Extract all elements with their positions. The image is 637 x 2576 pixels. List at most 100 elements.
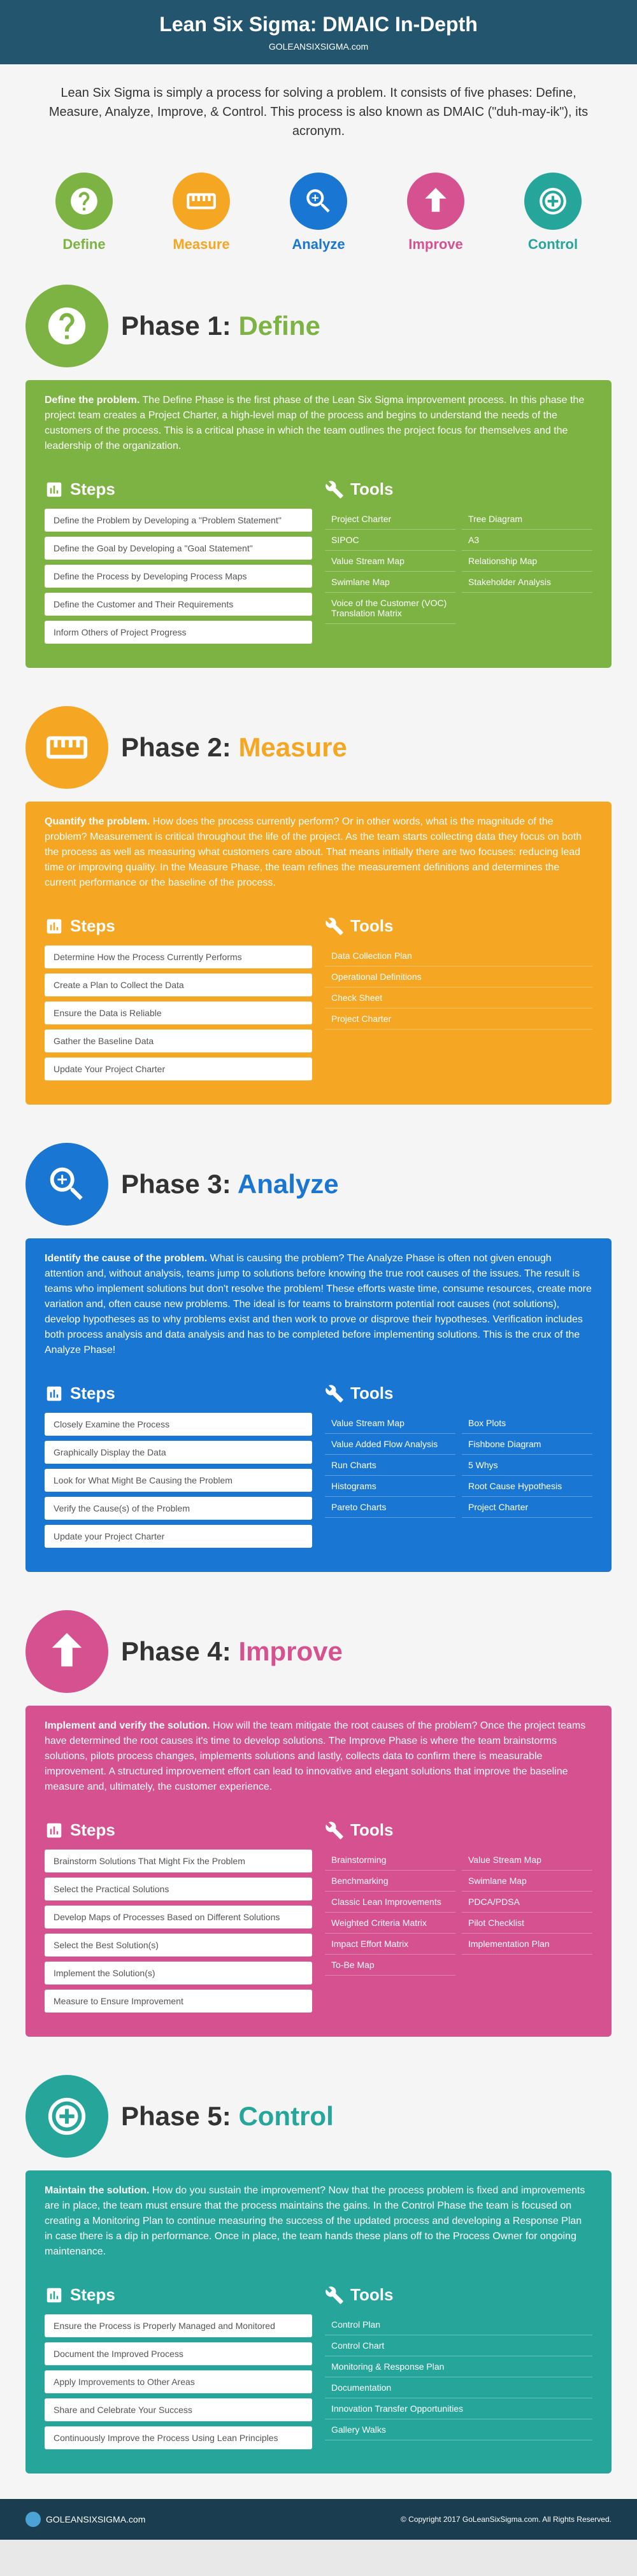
phases-container: Phase 1: Define Define the problem. The …: [0, 272, 637, 2499]
tools-heading: Tools: [325, 916, 592, 936]
footer-logo-icon: [25, 2512, 41, 2527]
step-item: Update Your Project Charter: [45, 1058, 312, 1080]
tool-item: Pilot Checklist: [462, 1913, 592, 1934]
tool-item: SIPOC: [325, 530, 455, 551]
steps-column: Steps Define the Problem by Developing a…: [45, 479, 312, 649]
phase-description: Identify the cause of the problem. What …: [25, 1238, 612, 1371]
wheel-icon: [25, 2075, 108, 2158]
step-item: Closely Examine the Process: [45, 1413, 312, 1436]
step-item: Define the Goal by Developing a "Goal St…: [45, 537, 312, 560]
tool-item: Project Charter: [325, 509, 455, 530]
tools-column: Tools Value Stream MapValue Added Flow A…: [325, 1384, 592, 1553]
phase-measure: Phase 2: Measure Quantify the problem. H…: [0, 693, 637, 1130]
tool-item: Control Chart: [325, 2335, 592, 2356]
phase-description: Quantify the problem. How does the proce…: [25, 802, 612, 903]
tool-item: Check Sheet: [325, 987, 592, 1008]
tools-heading: Tools: [325, 479, 592, 499]
tools-column: Tools Data Collection PlanOperational De…: [325, 916, 592, 1086]
step-item: Verify the Cause(s) of the Problem: [45, 1497, 312, 1520]
tool-item: To-Be Map: [325, 1955, 455, 1976]
question-icon: [55, 173, 113, 230]
footer: GOLEANSIXSIGMA.com © Copyright 2017 GoLe…: [0, 2499, 637, 2540]
phase-description: Define the problem. The Define Phase is …: [25, 380, 612, 467]
steps-heading: Steps: [45, 1384, 312, 1403]
nav-label: Improve: [407, 236, 464, 253]
step-item: Share and Celebrate Your Success: [45, 2398, 312, 2421]
tools-column: Tools Control PlanControl ChartMonitorin…: [325, 2285, 592, 2454]
tools-column: Tools BrainstormingBenchmarkingClassic L…: [325, 1820, 592, 2018]
step-item: Define the Problem by Developing a "Prob…: [45, 509, 312, 532]
phase-description: Implement and verify the solution. How w…: [25, 1706, 612, 1808]
phase-title: Phase 1: Define: [121, 311, 320, 341]
tool-item: Classic Lean Improvements: [325, 1892, 455, 1913]
phase-columns: Steps Closely Examine the Process Graphic…: [25, 1371, 612, 1572]
nav-label: Measure: [173, 236, 230, 253]
step-item: Develop Maps of Processes Based on Diffe…: [45, 1906, 312, 1928]
infographic-container: Lean Six Sigma: DMAIC In-Depth GOLEANSIX…: [0, 0, 637, 2540]
nav-icon-define: Define: [55, 173, 113, 253]
step-item: Gather the Baseline Data: [45, 1030, 312, 1052]
tool-item: Implementation Plan: [462, 1934, 592, 1955]
tools-heading: Tools: [325, 2285, 592, 2305]
phase-improve: Phase 4: Improve Implement and verify th…: [0, 1597, 637, 2062]
copyright: © Copyright 2017 GoLeanSixSigma.com. All…: [401, 2515, 612, 2524]
phase-title: Phase 5: Control: [121, 2101, 334, 2132]
ruler-icon: [173, 173, 230, 230]
phase-columns: Steps Brainstorm Solutions That Might Fi…: [25, 1808, 612, 2037]
step-item: Document the Improved Process: [45, 2342, 312, 2365]
step-item: Create a Plan to Collect the Data: [45, 973, 312, 996]
step-item: Measure to Ensure Improvement: [45, 1990, 312, 2013]
tool-item: A3: [462, 530, 592, 551]
tool-item: Histograms: [325, 1476, 455, 1497]
steps-heading: Steps: [45, 1820, 312, 1840]
tool-item: Operational Definitions: [325, 966, 592, 987]
ruler-icon: [25, 706, 108, 789]
phase-columns: Steps Define the Problem by Developing a…: [25, 467, 612, 668]
tool-item: Swimlane Map: [325, 572, 455, 593]
tool-item: Control Plan: [325, 2314, 592, 2335]
tool-item: Gallery Walks: [325, 2419, 592, 2440]
step-item: Ensure the Process is Properly Managed a…: [45, 2314, 312, 2337]
tool-item: Run Charts: [325, 1455, 455, 1476]
nav-label: Analyze: [290, 236, 347, 253]
phase-title: Phase 3: Analyze: [121, 1169, 339, 1200]
tool-item: Stakeholder Analysis: [462, 572, 592, 593]
step-item: Define the Process by Developing Process…: [45, 565, 312, 588]
steps-heading: Steps: [45, 916, 312, 936]
phase-header: Phase 5: Control: [25, 2062, 612, 2170]
magnify-icon: [290, 173, 347, 230]
nav-label: Control: [524, 236, 582, 253]
tool-item: Documentation: [325, 2377, 592, 2398]
phase-icons-row: Define Measure Analyze Improve Control: [0, 160, 637, 272]
step-item: Apply Improvements to Other Areas: [45, 2370, 312, 2393]
phase-columns: Steps Determine How the Process Currentl…: [25, 903, 612, 1105]
nav-icon-measure: Measure: [173, 173, 230, 253]
nav-icon-analyze: Analyze: [290, 173, 347, 253]
step-item: Select the Best Solution(s): [45, 1934, 312, 1957]
step-item: Brainstorm Solutions That Might Fix the …: [45, 1850, 312, 1872]
step-item: Update your Project Charter: [45, 1525, 312, 1548]
tool-item: Project Charter: [462, 1497, 592, 1518]
wheel-icon: [524, 173, 582, 230]
phase-title: Phase 4: Improve: [121, 1636, 343, 1667]
tool-item: Project Charter: [325, 1008, 592, 1030]
step-item: Select the Practical Solutions: [45, 1878, 312, 1900]
intro-text: Lean Six Sigma is simply a process for s…: [0, 64, 637, 160]
tool-item: Root Cause Hypothesis: [462, 1476, 592, 1497]
magnify-icon: [25, 1143, 108, 1226]
nav-icon-improve: Improve: [407, 173, 464, 253]
tool-item: Tree Diagram: [462, 509, 592, 530]
tool-item: Value Stream Map: [325, 551, 455, 572]
phase-header: Phase 1: Define: [25, 272, 612, 380]
tool-item: Data Collection Plan: [325, 945, 592, 966]
tool-item: Impact Effort Matrix: [325, 1934, 455, 1955]
step-item: Graphically Display the Data: [45, 1441, 312, 1464]
header: Lean Six Sigma: DMAIC In-Depth GOLEANSIX…: [0, 0, 637, 64]
phase-columns: Steps Ensure the Process is Properly Man…: [25, 2272, 612, 2473]
nav-icon-control: Control: [524, 173, 582, 253]
tool-item: Value Added Flow Analysis: [325, 1434, 455, 1455]
steps-column: Steps Determine How the Process Currentl…: [45, 916, 312, 1086]
nav-label: Define: [55, 236, 113, 253]
steps-column: Steps Ensure the Process is Properly Man…: [45, 2285, 312, 2454]
phase-define: Phase 1: Define Define the problem. The …: [0, 272, 637, 693]
